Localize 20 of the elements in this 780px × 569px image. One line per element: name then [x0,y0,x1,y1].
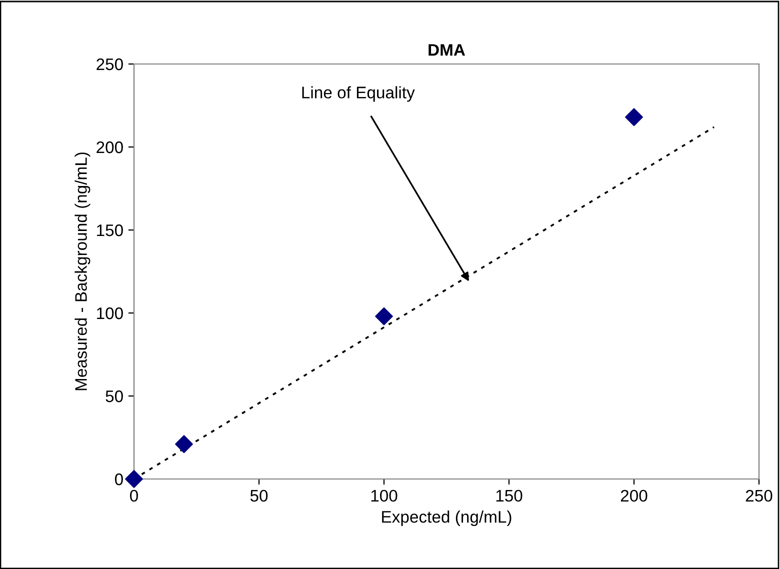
x-tick-label: 0 [130,490,138,502]
x-tick-label: 150 [496,490,522,502]
y-tick-label: 200 [96,141,123,154]
y-tick-label: 100 [97,307,123,320]
y-tick-label: 250 [96,58,123,70]
point [375,307,393,326]
x-tick-label: 50 [250,490,268,502]
y-tick-label: 50 [106,390,123,402]
y-axis-title: Measured - Background (ng/mL) [74,152,90,390]
x-tick-label: 250 [746,490,772,502]
annotation: Line of Equality [302,86,415,102]
chart-title: DMA [428,44,466,56]
y-tick-label: 150 [97,224,123,236]
point [625,108,643,126]
point [125,470,143,488]
y-tick-label: 0 [114,473,123,486]
x-tick-label: 200 [620,490,648,502]
x-tick-label: 100 [371,490,398,502]
x-axis-title: Expected (ng/mL) [382,510,512,526]
point [175,435,193,454]
